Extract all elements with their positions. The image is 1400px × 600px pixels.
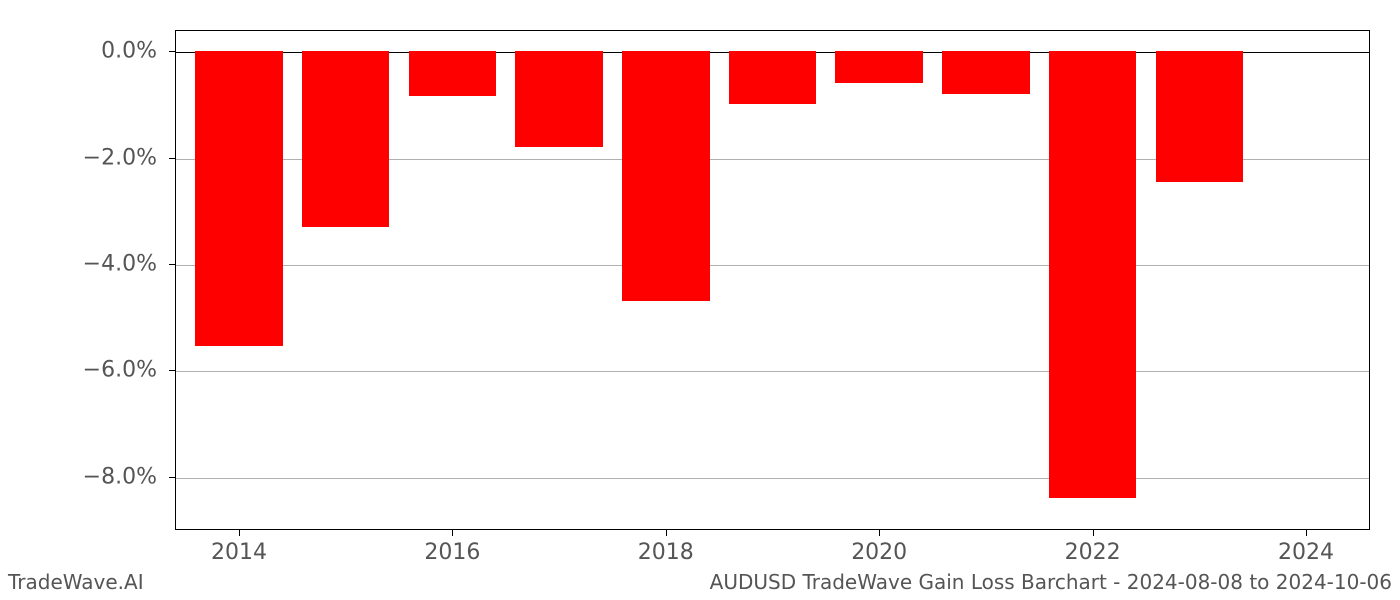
- x-tick-label: 2020: [851, 540, 907, 565]
- bar: [1049, 51, 1136, 498]
- x-tick-mark: [1093, 530, 1094, 536]
- x-tick-mark: [666, 530, 667, 536]
- footer-right-text: AUDUSD TradeWave Gain Loss Barchart - 20…: [710, 570, 1392, 594]
- bar: [195, 51, 282, 346]
- y-gridline: [175, 478, 1370, 479]
- bar: [515, 51, 602, 147]
- y-gridline: [175, 371, 1370, 372]
- bar: [302, 51, 389, 227]
- x-tick-mark: [239, 530, 240, 536]
- x-tick-label: 2014: [211, 540, 267, 565]
- x-tick-label: 2022: [1065, 540, 1121, 565]
- x-tick-label: 2024: [1278, 540, 1334, 565]
- bar: [942, 51, 1029, 94]
- y-gridline: [175, 265, 1370, 266]
- x-tick-mark: [879, 530, 880, 536]
- x-tick-label: 2018: [638, 540, 694, 565]
- bar: [1156, 51, 1243, 181]
- chart-container: TradeWave.AI AUDUSD TradeWave Gain Loss …: [0, 0, 1400, 600]
- left-spine: [175, 30, 176, 530]
- y-tick-label: −6.0%: [0, 358, 157, 383]
- y-tick-label: −2.0%: [0, 145, 157, 170]
- bar: [729, 51, 816, 104]
- y-tick-label: 0.0%: [0, 39, 157, 64]
- x-tick-mark: [1306, 530, 1307, 536]
- footer-left-text: TradeWave.AI: [8, 570, 144, 594]
- bar: [622, 51, 709, 301]
- y-tick-label: −8.0%: [0, 464, 157, 489]
- right-spine: [1369, 30, 1370, 530]
- x-tick-label: 2016: [424, 540, 480, 565]
- bar: [835, 51, 922, 83]
- x-tick-mark: [452, 530, 453, 536]
- bar: [409, 51, 496, 96]
- y-tick-label: −4.0%: [0, 252, 157, 277]
